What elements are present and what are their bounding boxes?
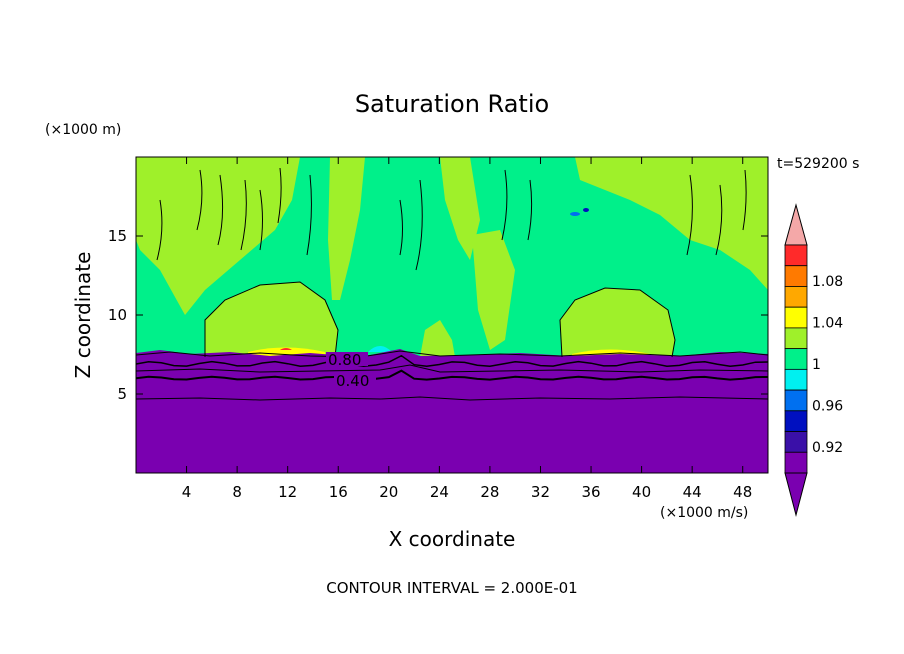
supersaturated-column-mid bbox=[472, 230, 515, 350]
supersaturated-patch-upper-right bbox=[575, 157, 768, 290]
contour-interval-note: CONTOUR INTERVAL = 2.000E-01 bbox=[326, 579, 577, 597]
contour-label-040: 0.40 bbox=[336, 372, 369, 390]
x-axis-label: X coordinate bbox=[389, 527, 516, 551]
colorbar-tick-label: 1.04 bbox=[812, 316, 843, 332]
x-tick-label: 16 bbox=[329, 483, 348, 501]
contour-label-bg-040 bbox=[334, 373, 376, 387]
supersaturated-column-center bbox=[440, 157, 480, 260]
dry-layer bbox=[136, 349, 768, 473]
y-tick-label: 10 bbox=[108, 306, 127, 324]
colorbar-segment bbox=[784, 244, 808, 267]
colorbar-segment bbox=[784, 265, 808, 287]
colorbar: 1.08 1.04 1 0.96 0.92 bbox=[784, 203, 843, 517]
colorbar-tick-label: 1.08 bbox=[812, 274, 843, 290]
x-tick-label: 40 bbox=[632, 483, 651, 501]
contour-line-040 bbox=[136, 369, 768, 381]
x-tick-label: 44 bbox=[683, 483, 702, 501]
supersaturated-patch-right-dome bbox=[560, 288, 675, 357]
x-tick-label: 20 bbox=[379, 483, 398, 501]
colorbar-segment bbox=[784, 286, 808, 308]
colorbar-tick-label: 0.92 bbox=[812, 440, 843, 456]
plot-area bbox=[136, 157, 768, 473]
colorbar-segment bbox=[784, 431, 808, 453]
x-tick-label: 28 bbox=[480, 483, 499, 501]
contour-label-080: 0.80 bbox=[328, 351, 361, 369]
colorbar-top-arrow bbox=[784, 203, 808, 246]
colorbar-segment bbox=[784, 389, 808, 412]
x-axis-ticks: 4 8 12 16 20 24 28 32 36 40 44 48 bbox=[182, 157, 752, 501]
cloud-boundary-right bbox=[559, 287, 676, 358]
time-label: t=529200 s bbox=[777, 156, 859, 172]
colorbar-segment bbox=[784, 306, 808, 329]
colorbar-segment bbox=[784, 348, 808, 370]
x-tick-label: 32 bbox=[531, 483, 550, 501]
contour-line-lower bbox=[136, 396, 768, 401]
x-tick-label: 36 bbox=[581, 483, 600, 501]
y-axis-ticks: 5 10 15 bbox=[108, 227, 768, 403]
x-tick-label: 24 bbox=[430, 483, 449, 501]
dry-pocket-2 bbox=[583, 208, 589, 212]
cloud-edge-contours bbox=[156, 167, 747, 271]
high-supersaturation-spot bbox=[280, 348, 292, 350]
colorbar-tick-label: 0.96 bbox=[812, 398, 843, 414]
colorbar-segment bbox=[784, 327, 808, 350]
colorbar-segment bbox=[784, 410, 808, 432]
contour-line-080 bbox=[136, 354, 768, 368]
x-tick-label: 48 bbox=[733, 483, 752, 501]
chart-title: Saturation Ratio bbox=[355, 90, 549, 118]
cloud-boundary-left bbox=[204, 281, 339, 358]
subsaturated-spot bbox=[368, 346, 392, 352]
supersaturated-patch-low-center bbox=[420, 320, 455, 357]
x-tick-label: 12 bbox=[278, 483, 297, 501]
supersaturated-patch-upper-left bbox=[136, 157, 300, 315]
y-unit-label: (×1000 m) bbox=[45, 122, 121, 138]
inversion-edge-contour bbox=[136, 350, 768, 358]
colorbar-tick-label: 1 bbox=[812, 357, 821, 373]
contour-label-bg-080 bbox=[326, 352, 368, 366]
y-tick-label: 5 bbox=[117, 385, 127, 403]
x-tick-label: 8 bbox=[232, 483, 242, 501]
contour-line-mid bbox=[136, 364, 768, 373]
x-unit-label: (×1000 m/s) bbox=[660, 505, 748, 521]
colorbar-segment bbox=[784, 451, 808, 474]
x-tick-label: 4 bbox=[182, 483, 192, 501]
y-axis-label: Z coordinate bbox=[71, 252, 95, 379]
colorbar-segment bbox=[784, 368, 808, 391]
y-tick-label: 15 bbox=[108, 227, 127, 245]
supersaturated-patch-left-dome bbox=[205, 282, 338, 357]
dry-pocket bbox=[570, 212, 580, 216]
supersaturated-column-center-left bbox=[328, 157, 365, 300]
colorbar-bottom-arrow bbox=[784, 472, 808, 517]
